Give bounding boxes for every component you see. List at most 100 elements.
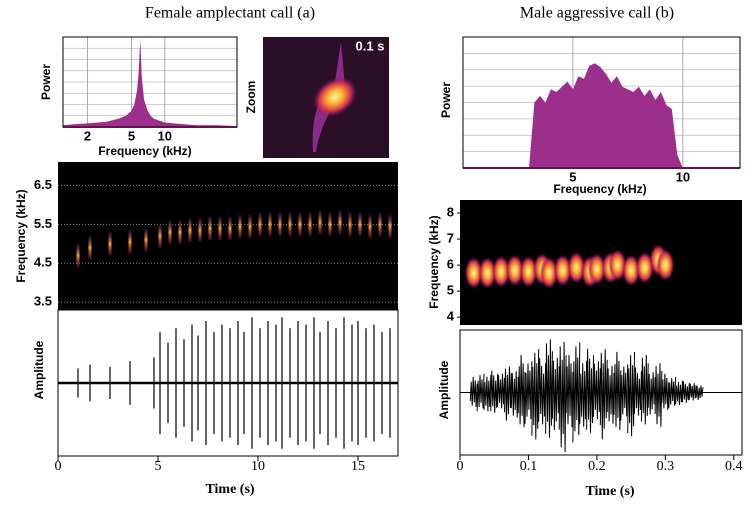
spectrogram-pulse: [248, 214, 252, 239]
x-axis-label: Time (s): [205, 482, 254, 497]
spectrogram-pulse: [218, 216, 222, 241]
burst: [517, 354, 526, 428]
y-axis-label: Power: [39, 64, 53, 100]
panel-title: Female amplectant call (a): [145, 5, 315, 22]
spectrogram-pulse: [178, 220, 182, 245]
x-tick-label: 0.4: [725, 459, 743, 474]
burst: [627, 351, 635, 437]
burst: [476, 373, 485, 412]
spectrogram-blob: [464, 256, 483, 289]
y-axis-label: Frequency (kHz): [427, 215, 441, 308]
burst: [682, 381, 690, 403]
burst: [545, 339, 553, 438]
y-tick-label: 5.5: [34, 216, 52, 231]
burst: [579, 360, 588, 427]
x-tick-label: 0.1: [520, 459, 538, 474]
zoom-blob: [312, 76, 358, 118]
plot-area: [58, 162, 398, 310]
y-axis-label: Frequency (kHz): [14, 189, 28, 282]
spectrogram-blob: [492, 255, 511, 288]
spectrogram-blob: [567, 251, 586, 284]
y-tick-label: 3.5: [34, 294, 52, 309]
spectrogram-blob: [656, 249, 675, 282]
spectrogram-pulse: [328, 212, 332, 237]
burst: [565, 354, 574, 428]
spectrogram-blob: [505, 254, 524, 287]
y-tick-label: 6: [447, 257, 454, 272]
x-tick-label: 5: [128, 128, 135, 143]
burst: [634, 367, 642, 416]
spectrogram-pulse: [198, 218, 202, 243]
x-tick-label: 0: [457, 459, 464, 474]
spectrogram-pulse: [76, 243, 80, 268]
frame: [462, 36, 741, 169]
burst: [531, 349, 540, 440]
spectrogram-pulse: [188, 218, 192, 243]
x-tick-label: 10: [676, 169, 690, 184]
spectrogram-blob: [553, 254, 572, 287]
burst: [572, 342, 581, 443]
burst: [510, 371, 519, 418]
spectrogram-blob: [519, 255, 538, 288]
x-tick-label: 5: [569, 169, 576, 184]
x-tick-label: 0.3: [657, 459, 675, 474]
burst: [469, 376, 478, 408]
burst: [504, 366, 512, 421]
spectrogram-blob: [608, 249, 627, 282]
spectrogram-pulse: [88, 235, 92, 260]
spectrogram-pulse: [228, 216, 232, 241]
x-tick-label: 2: [84, 128, 91, 143]
spectrogram-pulse: [278, 212, 282, 237]
y-axis-label: Zoom: [244, 81, 258, 114]
burst: [558, 341, 567, 452]
burst: [668, 376, 677, 409]
frame: [62, 36, 238, 128]
spectrogram-pulse: [348, 212, 352, 237]
burst: [613, 351, 622, 431]
x-tick-label: 15: [351, 459, 365, 474]
spectrogram-pulse: [208, 216, 212, 241]
burst: [483, 375, 492, 412]
burst: [640, 354, 649, 425]
spectrogram-pulse: [168, 220, 172, 245]
spectrogram-pulse: [358, 212, 362, 237]
y-tick-label: 8: [447, 204, 454, 219]
x-tick-label: 0: [55, 459, 62, 474]
burst: [620, 364, 629, 421]
burst: [647, 372, 656, 415]
spectrogram-pulse: [378, 212, 382, 237]
burst: [538, 358, 547, 425]
spectrogram-pulse: [158, 224, 162, 248]
y-axis-label: Amplitude: [437, 360, 451, 419]
spectrogram-blob: [478, 256, 497, 289]
burst: [593, 361, 601, 420]
spectrogram-pulse: [144, 227, 148, 252]
burst: [586, 348, 594, 434]
spectrum-area: [529, 63, 683, 169]
burst: [695, 385, 704, 401]
x-tick-label: 0.2: [588, 459, 606, 474]
y-tick-label: 6.5: [34, 177, 52, 192]
spectrogram-pulse: [238, 214, 242, 239]
spectrogram-pulse: [258, 212, 262, 237]
burst: [675, 380, 683, 406]
burst: [661, 373, 670, 410]
annotation: 0.1 s: [356, 38, 385, 53]
burst: [551, 357, 560, 431]
x-axis-label: Time (s): [585, 484, 634, 499]
spectrogram-blob: [622, 254, 641, 287]
burst: [688, 383, 697, 401]
y-tick-label: 4.5: [34, 255, 52, 270]
spectrogram-pulse: [108, 231, 112, 256]
x-axis-label: Frequency (kHz): [553, 182, 646, 196]
x-axis-label: Frequency (kHz): [98, 144, 191, 158]
x-tick-label: 10: [251, 459, 265, 474]
y-tick-label: 4: [447, 309, 455, 324]
y-tick-label: 5: [447, 283, 454, 298]
spectrogram-blob: [539, 256, 558, 289]
burst: [599, 349, 608, 440]
burst: [654, 363, 663, 427]
spectrogram-pulse: [338, 210, 342, 235]
spectrogram-pulse: [308, 212, 312, 237]
